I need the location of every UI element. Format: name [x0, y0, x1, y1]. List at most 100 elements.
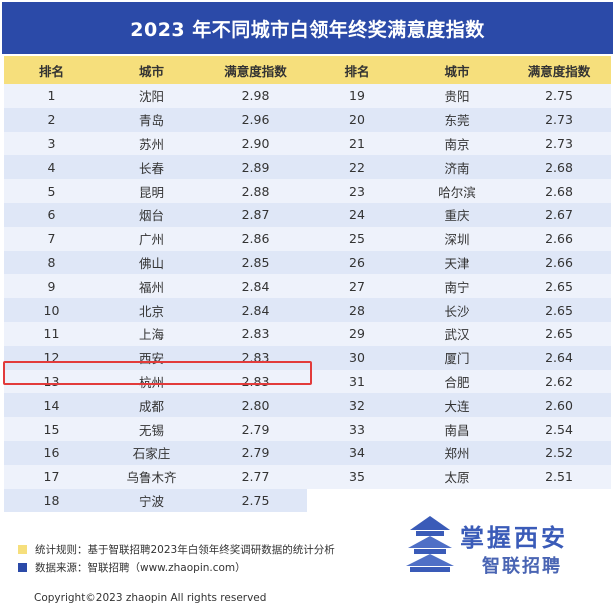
- city-cell: 长沙: [407, 298, 507, 322]
- copyright: Copyright©2023 zhaopin All rights reserv…: [0, 586, 615, 610]
- score-cell: 2.62: [507, 369, 611, 394]
- table-row: 3 苏州 2.90 21 南京 2.73: [4, 131, 611, 156]
- table-row: 15 无锡 2.79 33 南昌 2.54: [4, 417, 611, 441]
- city-cell: 郑州: [407, 440, 507, 465]
- city-cell: 大连: [407, 393, 507, 418]
- city-cell: 重庆: [407, 202, 507, 227]
- rule-label: 统计规则：: [35, 543, 88, 556]
- chart-title: 2023 年不同城市白领年终奖满意度指数: [2, 2, 613, 54]
- score-cell: 2.86: [204, 226, 307, 251]
- city-cell: 乌鲁木齐: [99, 464, 204, 489]
- table-row: 8 佛山 2.85 26 天津 2.66: [4, 250, 611, 275]
- header-score-left: 满意度指数: [204, 56, 307, 84]
- score-cell: 2.68: [507, 155, 611, 180]
- city-cell: 沈阳: [99, 84, 204, 108]
- rank-cell: 16: [4, 440, 99, 465]
- score-cell: 2.83: [204, 345, 307, 370]
- empty-cell: [307, 488, 407, 513]
- score-cell: 2.73: [507, 131, 611, 156]
- note-source: 数据来源： 智联招聘（www.zhaopin.com）: [18, 558, 335, 576]
- city-cell: 南昌: [407, 417, 507, 441]
- rank-cell: 9: [4, 274, 99, 299]
- city-cell: 上海: [99, 321, 204, 346]
- city-cell: 杭州: [99, 369, 204, 394]
- header-rank-left: 排名: [4, 56, 99, 84]
- rank-cell: 33: [307, 417, 407, 441]
- rank-cell: 20: [307, 107, 407, 132]
- city-cell: 武汉: [407, 321, 507, 346]
- header-city-right: 城市: [407, 56, 507, 84]
- source-color-swatch: [18, 562, 27, 572]
- rank-cell: 3: [4, 131, 99, 156]
- score-cell: 2.65: [507, 298, 611, 322]
- rank-cell: 8: [4, 250, 99, 275]
- note-rule: 统计规则： 基于智联招聘2023年白领年终奖调研数据的统计分析: [18, 540, 335, 558]
- rule-color-swatch: [18, 544, 27, 554]
- city-cell: 贵阳: [407, 84, 507, 108]
- city-cell: 厦门: [407, 345, 507, 370]
- score-cell: 2.89: [204, 155, 307, 180]
- rank-cell: 34: [307, 440, 407, 465]
- rank-cell: 17: [4, 464, 99, 489]
- city-cell: 宁波: [99, 488, 204, 513]
- score-cell: 2.68: [507, 179, 611, 203]
- header-score-right: 满意度指数: [507, 56, 611, 84]
- score-cell: 2.84: [204, 298, 307, 322]
- city-cell: 佛山: [99, 250, 204, 275]
- table-row: 2 青岛 2.96 20 东莞 2.73: [4, 107, 611, 132]
- table-row: 7 广州 2.86 25 深圳 2.66: [4, 226, 611, 251]
- rank-cell: 2: [4, 107, 99, 132]
- score-cell: 2.65: [507, 274, 611, 299]
- score-cell: 2.73: [507, 107, 611, 132]
- rank-cell: 10: [4, 298, 99, 322]
- ranking-table: 排名 城市 满意度指数 排名 城市 满意度指数 1 沈阳 2.98 19 贵阳 2.75 2…: [4, 56, 611, 513]
- city-cell: 北京: [99, 298, 204, 322]
- rank-cell: 6: [4, 202, 99, 227]
- city-cell: 长春: [99, 155, 204, 180]
- score-cell: 2.96: [204, 107, 307, 132]
- score-cell: 2.80: [204, 393, 307, 418]
- table-row: 14 成都 2.80 32 大连 2.60: [4, 393, 611, 418]
- rank-cell: 30: [307, 345, 407, 370]
- rank-cell: 25: [307, 226, 407, 251]
- city-cell: 东莞: [407, 107, 507, 132]
- city-cell: 无锡: [99, 417, 204, 441]
- score-cell: 2.64: [507, 345, 611, 370]
- rank-cell: 26: [307, 250, 407, 275]
- score-cell: 2.98: [204, 84, 307, 108]
- score-cell: 2.67: [507, 202, 611, 227]
- notes: 统计规则： 基于智联招聘2023年白领年终奖调研数据的统计分析 数据来源： 智联…: [18, 540, 335, 576]
- rank-cell: 5: [4, 179, 99, 203]
- table-row: 4 长春 2.89 22 济南 2.68: [4, 155, 611, 180]
- score-cell: 2.77: [204, 464, 307, 489]
- source-label: 数据来源：: [35, 561, 88, 574]
- rank-cell: 23: [307, 179, 407, 203]
- city-cell: 南宁: [407, 274, 507, 299]
- table-row: 10 北京 2.84 28 长沙 2.65: [4, 298, 611, 322]
- score-cell: 2.79: [204, 417, 307, 441]
- rank-cell: 15: [4, 417, 99, 441]
- city-cell: 昆明: [99, 179, 204, 203]
- table-row: 1 沈阳 2.98 19 贵阳 2.75: [4, 84, 611, 108]
- chart-title-text: 2023 年不同城市白领年终奖满意度指数: [130, 18, 485, 41]
- city-cell: 深圳: [407, 226, 507, 251]
- rank-cell: 1: [4, 84, 99, 108]
- city-cell: 苏州: [99, 131, 204, 156]
- rank-cell: 4: [4, 155, 99, 180]
- score-cell: 2.79: [204, 440, 307, 465]
- source-text: 智联招聘（www.zhaopin.com）: [87, 561, 246, 574]
- score-cell: 2.66: [507, 226, 611, 251]
- rank-cell: 35: [307, 464, 407, 489]
- table-row: 9 福州 2.84 27 南宁 2.65: [4, 274, 611, 299]
- score-cell: 2.85: [204, 250, 307, 275]
- city-cell: 成都: [99, 393, 204, 418]
- city-cell: 广州: [99, 226, 204, 251]
- table-row: 18 宁波 2.75: [4, 488, 611, 513]
- city-cell: 合肥: [407, 369, 507, 394]
- city-cell: 天津: [407, 250, 507, 275]
- city-cell: 太原: [407, 464, 507, 489]
- city-cell: 济南: [407, 155, 507, 180]
- table-header-row: 排名 城市 满意度指数 排名 城市 满意度指数: [4, 56, 611, 84]
- rank-cell: 14: [4, 393, 99, 418]
- table-row: 13 杭州 2.83 31 合肥 2.62: [4, 369, 611, 394]
